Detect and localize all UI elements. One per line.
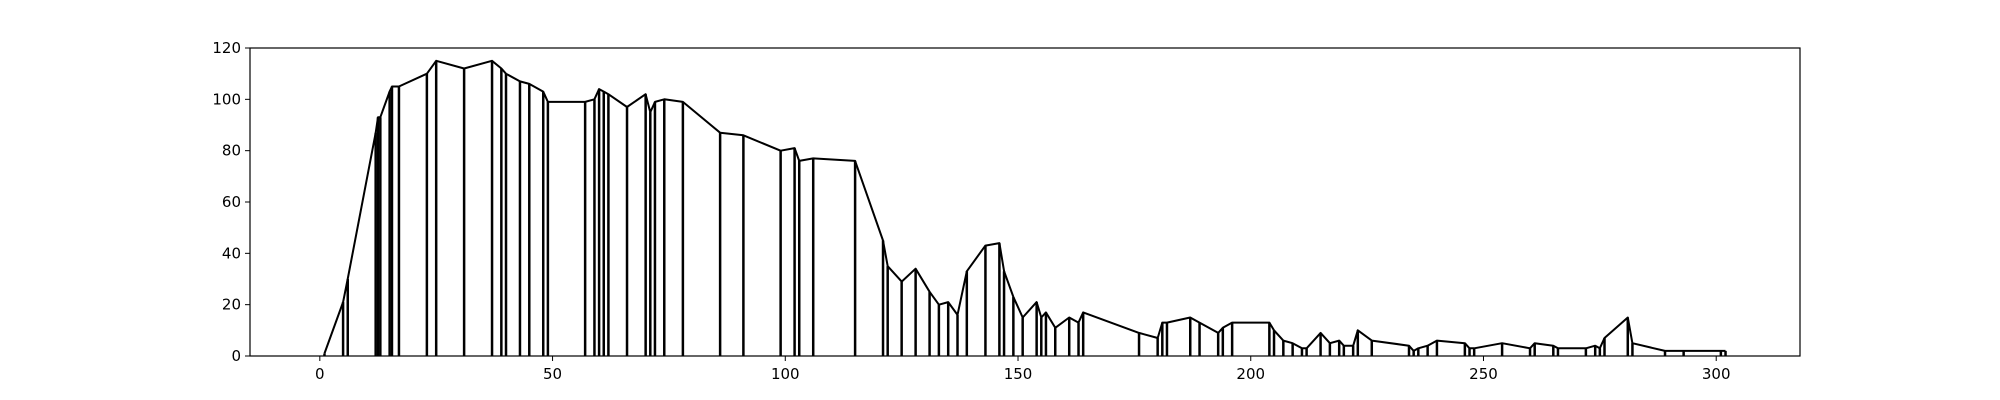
y-tick-label: 80	[222, 142, 241, 160]
x-tick-label: 250	[1469, 365, 1498, 383]
y-axis: 0 20 40 60 80 100 120	[212, 39, 250, 365]
y-tick-label: 0	[231, 347, 241, 365]
plot-frame	[249, 47, 1801, 357]
x-tick-label: 100	[771, 365, 800, 383]
y-tick-label: 40	[222, 244, 241, 262]
x-axis: 0 50 100 150 200 250 300	[315, 356, 1731, 383]
series-line	[323, 59, 1726, 354]
plot-area	[323, 59, 1727, 356]
x-tick-label: 300	[1702, 365, 1731, 383]
x-tick-label: 200	[1236, 365, 1265, 383]
x-tick-label: 0	[315, 365, 325, 383]
y-tick-label: 20	[222, 296, 241, 314]
y-tick-label: 120	[212, 39, 241, 57]
x-tick-label: 50	[543, 365, 562, 383]
y-tick-label: 100	[212, 90, 241, 108]
y-tick-label: 60	[222, 193, 241, 211]
x-tick-label: 150	[1004, 365, 1033, 383]
